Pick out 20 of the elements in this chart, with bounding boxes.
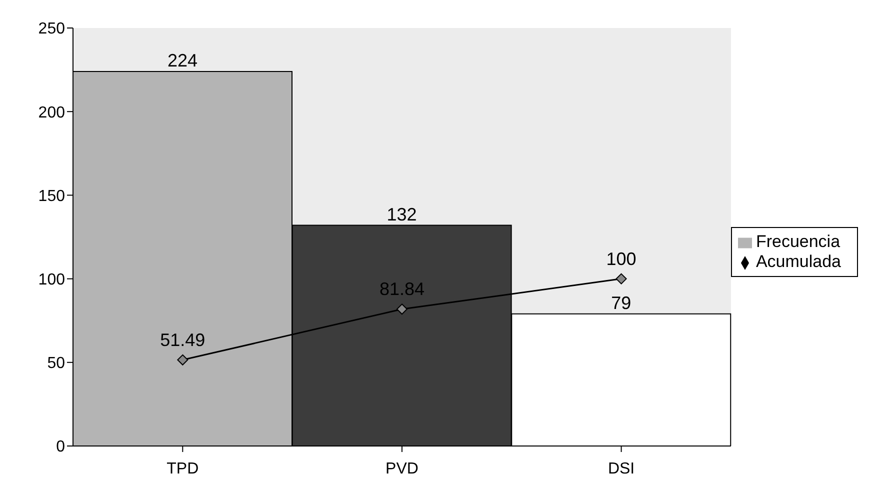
data-label: 81.84 <box>379 279 424 300</box>
y-tick-label: 0 <box>56 438 66 456</box>
x-tick-label: PVD <box>386 460 418 478</box>
legend-label: Acumulada <box>756 252 841 271</box>
data-label: 51.49 <box>160 330 206 350</box>
x-tick-label: DSI <box>608 460 635 478</box>
y-tick-label: 100 <box>38 271 66 288</box>
y-tick-label: 250 <box>38 20 66 38</box>
point <box>396 304 408 315</box>
data-label: 132 <box>386 204 417 224</box>
data-label: 100 <box>606 248 636 269</box>
y-tick-label: 150 <box>38 188 66 205</box>
point <box>177 354 188 366</box>
legend-label: Frecuencia <box>756 232 840 251</box>
point <box>616 273 627 284</box>
y-tick-label: 200 <box>38 104 66 122</box>
y-tick-label: 50 <box>47 355 66 372</box>
x-tick-label: TPD <box>166 460 199 478</box>
data-label: 79 <box>611 292 632 313</box>
data-label: 224 <box>167 50 198 70</box>
